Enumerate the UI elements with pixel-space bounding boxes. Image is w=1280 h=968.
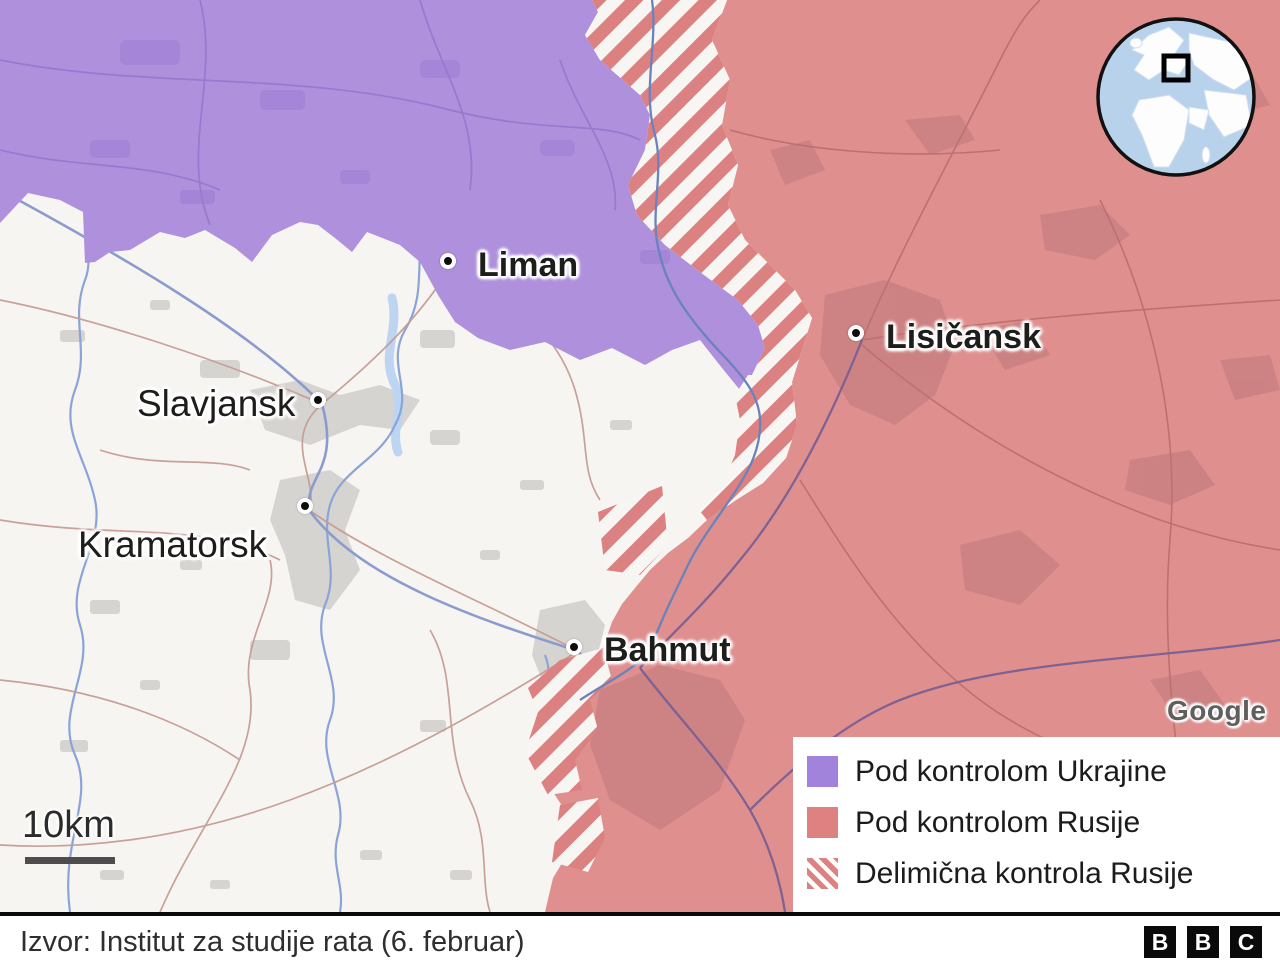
russia-urban	[590, 70, 1280, 885]
legend-item-partial: Delimična kontrola Rusije	[807, 858, 1280, 889]
donets-river	[579, 0, 762, 701]
river-wide	[384, 293, 403, 457]
footer-bar: Izvor: Institut za studije rata (6. febr…	[0, 912, 1280, 968]
city-label-liman: Liman	[478, 246, 579, 284]
city-label-lisicansk: Lisičansk	[886, 318, 1041, 356]
legend-item-ukraine: Pod kontrolom Ukrajine	[807, 756, 1280, 787]
bbc-logo-letter: C	[1230, 926, 1262, 958]
bbc-logo-letter: B	[1144, 926, 1176, 958]
city-label-kramatorsk: Kramatorsk	[78, 524, 268, 565]
bbc-logo-letter: B	[1187, 926, 1219, 958]
legend-label: Pod kontrolom Ukrajine	[855, 755, 1167, 788]
globe-locator-inset	[1096, 17, 1256, 177]
roads	[0, 264, 601, 912]
bbc-logo: B B C	[1144, 926, 1262, 958]
city-dot-slavjansk	[310, 392, 326, 408]
legend-item-russia: Pod kontrolom Rusije	[807, 807, 1280, 838]
partial-control-regions	[525, 0, 812, 872]
partial-control-swatch	[807, 858, 838, 889]
source-attribution: Izvor: Institut za studije rata (6. febr…	[20, 925, 525, 958]
legend-label: Pod kontrolom Rusije	[855, 806, 1141, 839]
ukraine-swatch	[807, 756, 838, 787]
map-canvas	[0, 0, 1280, 912]
ukraine-urban	[90, 40, 670, 264]
legend-panel: Pod kontrolom Ukrajine Pod kontrolom Rus…	[793, 737, 1280, 912]
city-dot-kramatorsk	[297, 498, 313, 514]
legend-label: Delimična kontrola Rusije	[855, 857, 1194, 890]
google-watermark: Google	[1167, 695, 1267, 726]
city-label-bahmut: Bahmut	[604, 631, 731, 669]
scale-bar	[25, 857, 115, 864]
russia-swatch	[807, 807, 838, 838]
city-dot-lisicansk	[848, 325, 864, 341]
ukraine-control-region	[0, 0, 765, 390]
globe-land	[1129, 26, 1254, 168]
city-dot-bahmut	[566, 639, 582, 655]
scale-label: 10km	[22, 804, 115, 846]
city-dot-liman	[440, 253, 456, 269]
ukraine-roads	[0, 0, 641, 226]
locator-square-marker	[1161, 53, 1191, 83]
city-label-slavjansk: Slavjansk	[137, 383, 296, 424]
map-area: Liman Lisičansk Slavjansk Kramatorsk Bah…	[0, 0, 1280, 912]
